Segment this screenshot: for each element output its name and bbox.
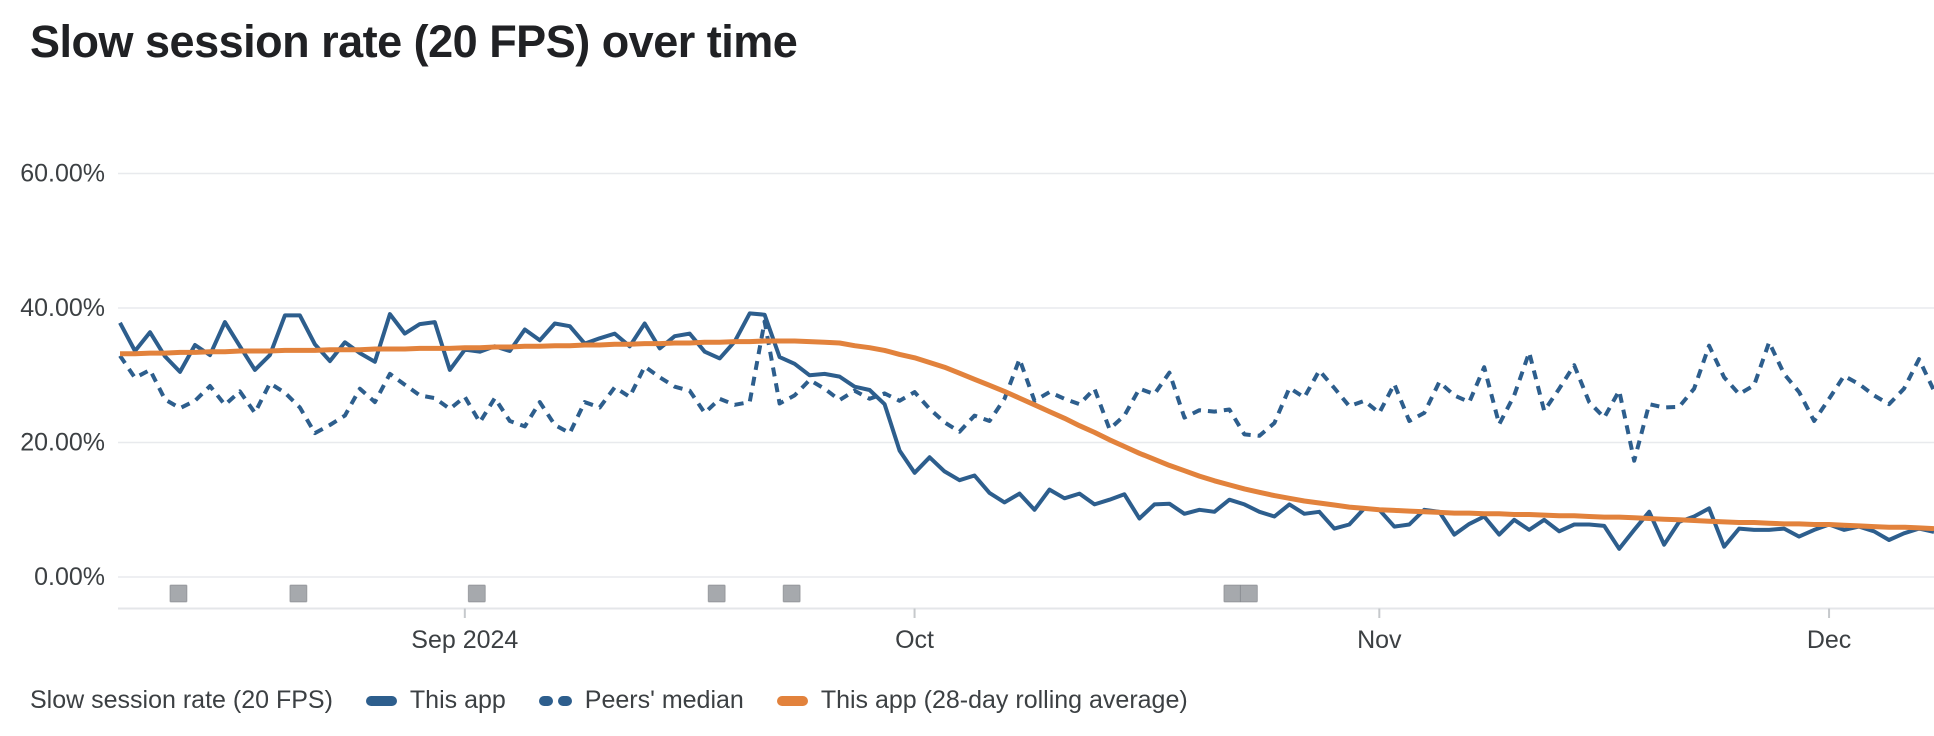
x-axis-label: Nov [1357,626,1402,654]
chart-legend: Slow session rate (20 FPS) This app Peer… [30,686,1188,715]
y-axis-label: 0.00% [34,563,105,591]
release-marker-icon[interactable] [782,584,801,603]
y-axis-label: 60.00% [20,160,105,188]
series-line-peers-median [118,319,1934,463]
release-marker-icon[interactable] [289,584,308,603]
page-title: Slow session rate (20 FPS) over time [30,16,798,67]
legend-item-label: This app (28-day rolling average) [820,686,1188,714]
legend-item-peers-median: Peers' median [538,686,744,715]
legend-item-label: Peers' median [584,686,744,714]
y-axis-label: 40.00% [20,294,105,322]
release-marker-icon[interactable] [1239,584,1258,603]
solid-line-swatch-icon [365,695,397,706]
release-marker-icon[interactable] [169,584,188,603]
x-axis-label: Dec [1807,626,1851,654]
legend-item-this-app: This app [365,686,506,715]
series-line-this-app [118,311,1934,551]
release-marker-icon[interactable] [707,584,726,603]
legend-item-label: This app [409,686,506,714]
release-marker-icon[interactable] [467,584,486,603]
x-axis-label: Oct [895,626,934,654]
dashed-line-swatch-icon [538,695,572,706]
x-axis-label: Sep 2024 [411,626,518,654]
series-line-rolling-average [120,338,1934,532]
legend-metric-label: Slow session rate (20 FPS) [30,686,333,714]
y-axis-label: 20.00% [20,429,105,457]
orange-line-swatch-icon [776,695,808,706]
legend-item-rolling-average: This app (28-day rolling average) [776,686,1188,715]
release-marker-icon[interactable] [1223,584,1242,603]
